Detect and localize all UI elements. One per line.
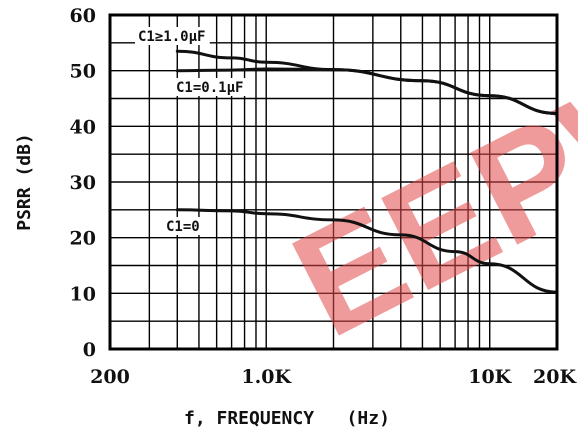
curve-label-bg — [163, 217, 204, 235]
curve-labels: C1≥1.0μF C1=0.1μF C1=0 — [135, 27, 248, 235]
curve-label-bg — [135, 27, 210, 45]
y-tick-label: 20 — [70, 228, 96, 250]
y-tick-label: 30 — [70, 172, 96, 194]
curves — [175, 49, 559, 294]
curve-label: C1=0.1μF — [176, 80, 243, 96]
y-tick-label: 0 — [83, 339, 96, 361]
y-tick-labels: 0 10 20 30 40 50 60 — [70, 5, 96, 361]
curve-label: C1=0 — [166, 219, 200, 235]
x-tick-label: 10K — [468, 366, 512, 388]
series-line-2 — [175, 208, 559, 294]
plot-frame — [108, 13, 559, 351]
y-tick-label: 40 — [70, 116, 96, 138]
x-tick-labels: 200 1.0K 10K 20K — [90, 366, 577, 388]
x-tick-label: 1.0K — [241, 366, 292, 388]
x-tick-label: 200 — [90, 366, 130, 388]
y-tick-label: 50 — [70, 61, 96, 83]
x-tick-label: 20K — [533, 366, 577, 388]
y-axis-title: PSRR (dB) — [14, 133, 35, 231]
y-tick-label: 10 — [70, 283, 96, 305]
series-line-1 — [175, 67, 559, 115]
curve-label-bg — [173, 78, 248, 96]
y-tick-label: 60 — [70, 5, 96, 27]
x-axis-title: f, FREQUENCY (Hz) — [184, 408, 390, 429]
curve-label: C1≥1.0μF — [138, 29, 205, 45]
